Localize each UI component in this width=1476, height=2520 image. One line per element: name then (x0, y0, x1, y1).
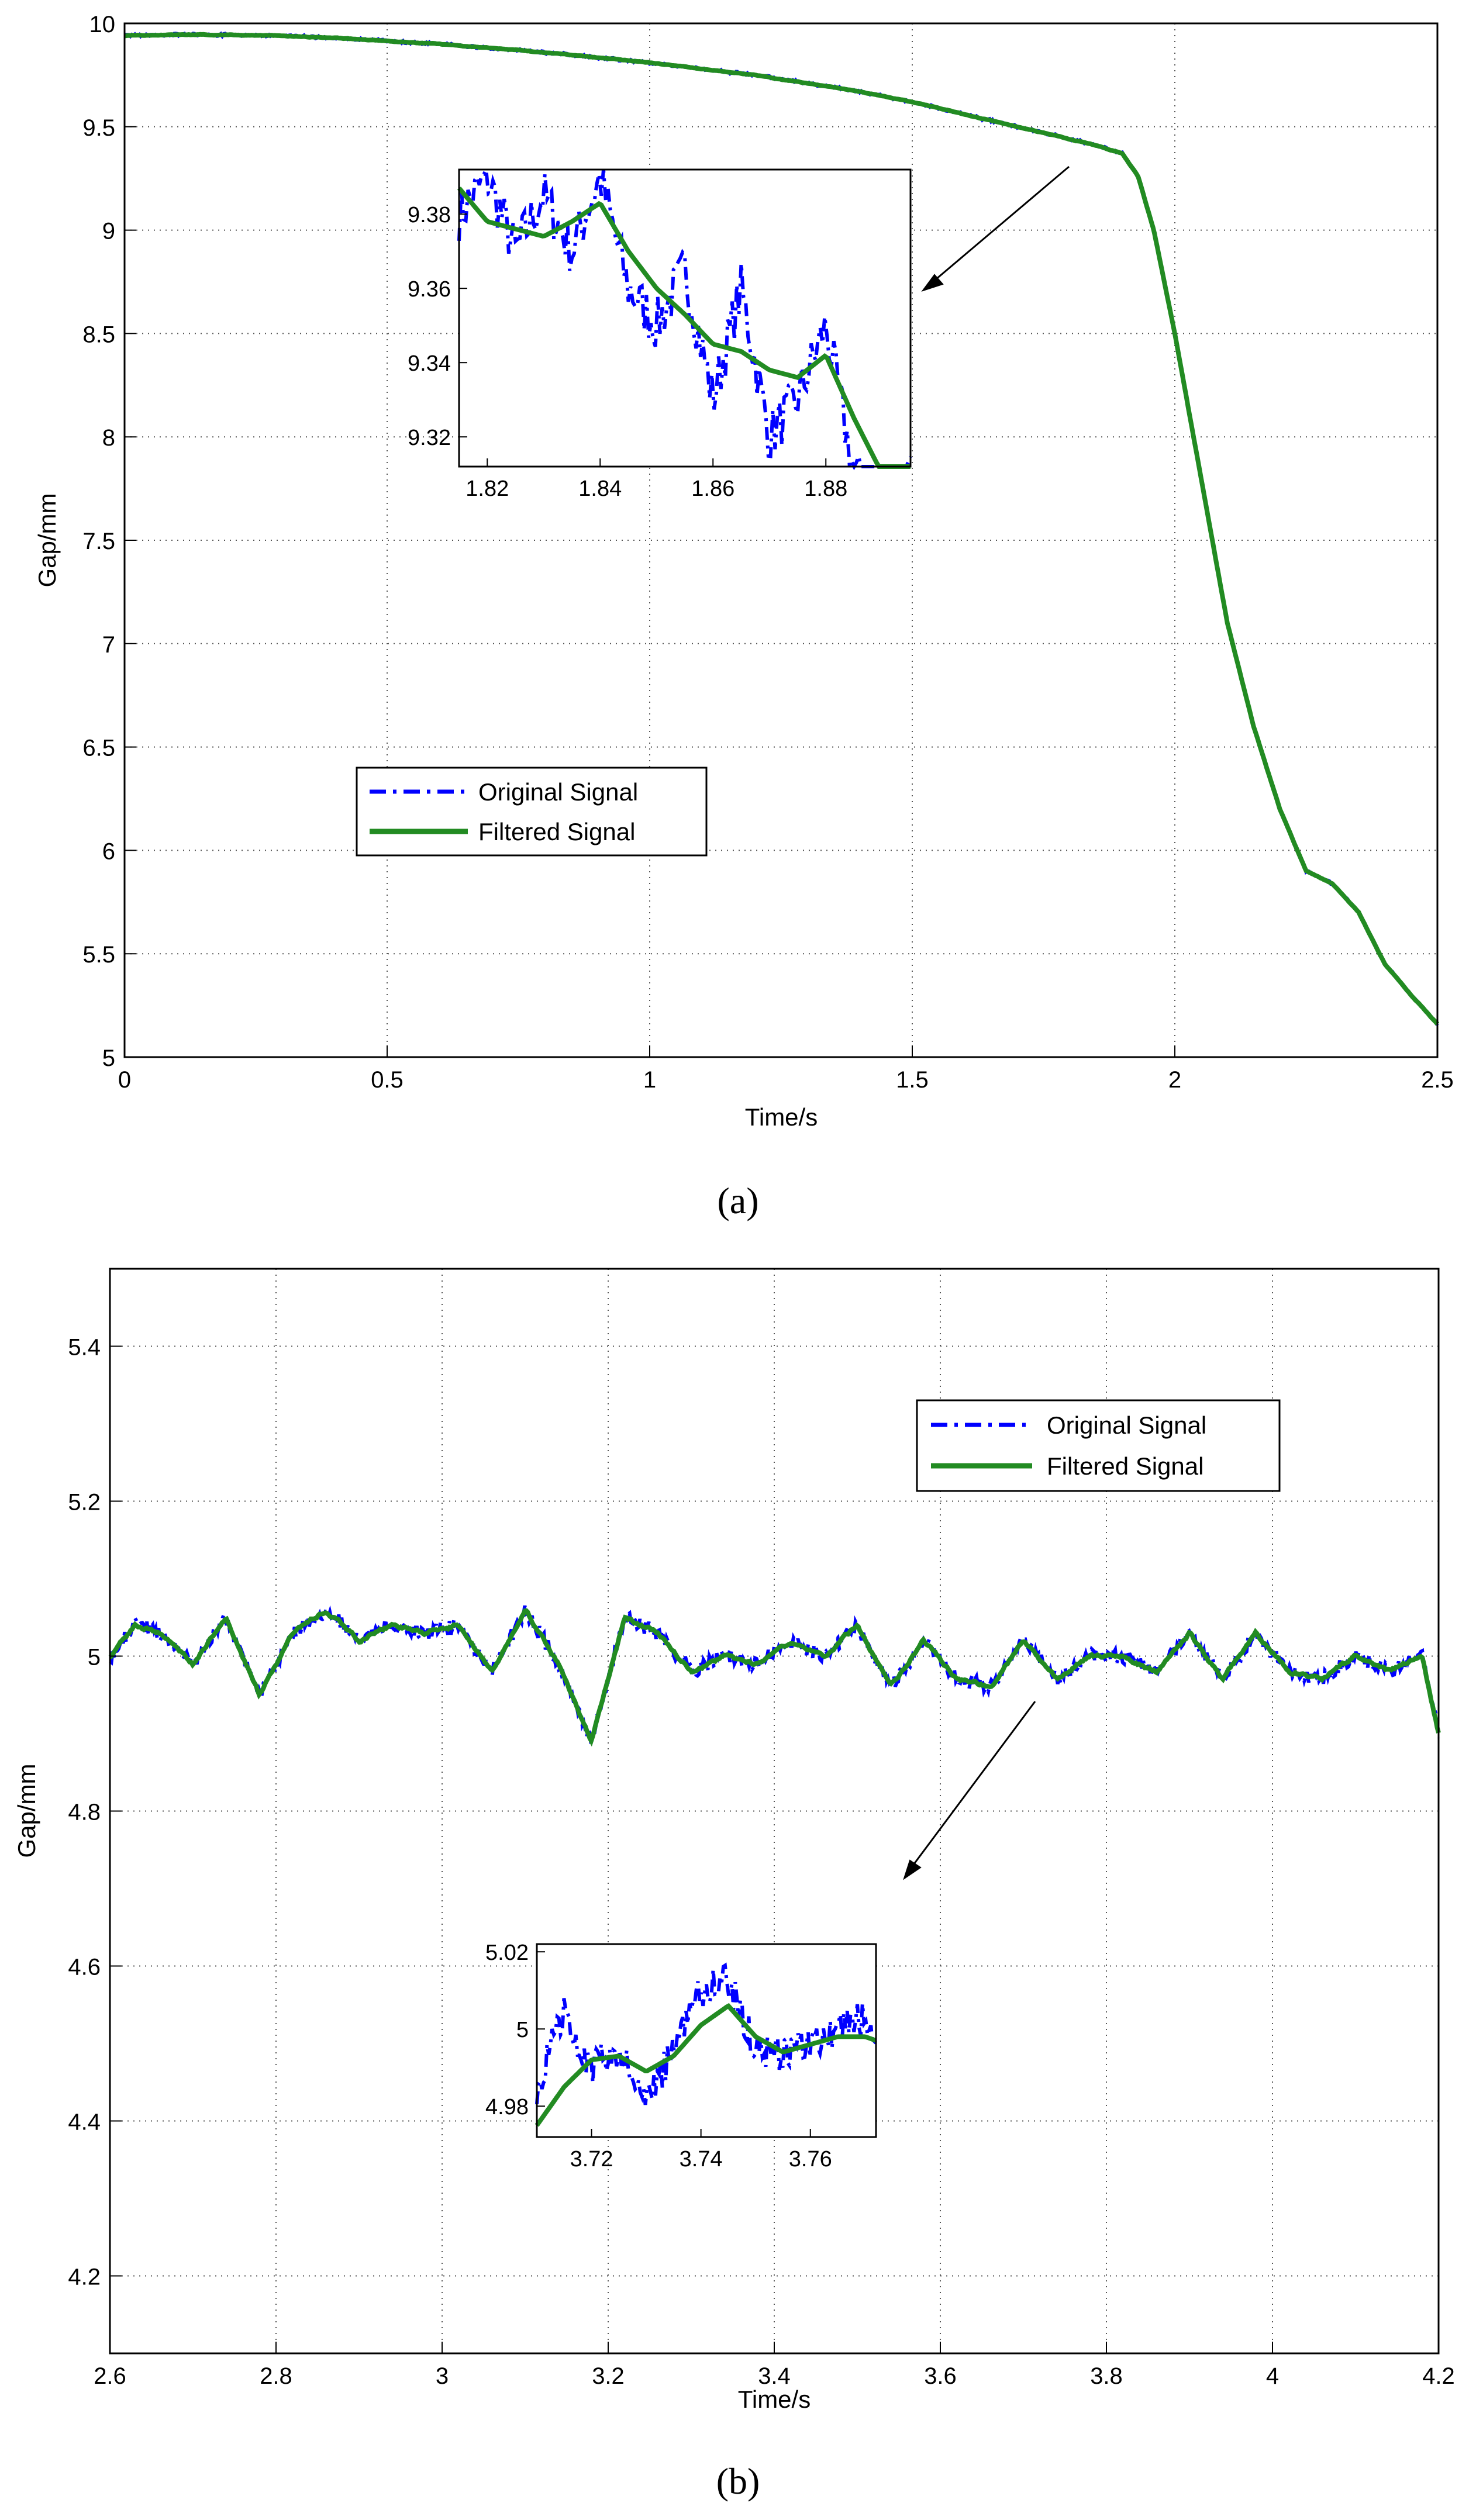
chart-a-ytick-label: 7.5 (82, 529, 115, 554)
chart-b-ytick-label: 5 (88, 1645, 101, 1670)
chart-a-ytick-label: 10 (89, 12, 116, 37)
chart-b-panel-label: (b) (716, 2460, 760, 2502)
chart-a-xtick-label: 0.5 (371, 1067, 404, 1093)
chart-b-inset-xtick-label: 3.76 (789, 2147, 832, 2172)
chart-a-xtick-label: 1.5 (896, 1067, 929, 1093)
chart-a-series (123, 31, 1440, 1026)
chart-a-ytick-label: 6 (102, 838, 115, 864)
chart-b-inset-xtick-label: 3.72 (570, 2147, 613, 2172)
chart-b-ytick-label: 4.6 (68, 1955, 101, 1980)
chart-b-series (108, 1605, 1441, 1747)
chart-a-ticks: 0 0.5 1 1.5 2 2.5 5 5.5 6 6.5 7 7.5 8 8.5 9 9.5 10 (82, 12, 1453, 1093)
chart-b-legend: Original Signal Filtered Signal (916, 1399, 1281, 1492)
chart-b-xtick-label: 3.6 (924, 2363, 957, 2389)
chart-b-inset-ticks: 3.72 3.74 3.76 4.98 5 5.02 (485, 1941, 832, 2172)
chart-b-inset-ytick-label: 5.02 (485, 1941, 529, 1965)
chart-b-legend-box (916, 1399, 1281, 1492)
chart-b-inset: 3.72 3.74 3.76 4.98 5 5.02 (485, 1941, 878, 2172)
chart-a-inset-ytick-label: 9.38 (408, 203, 451, 227)
chart-a-legend-original-label: Original Signal (478, 778, 638, 806)
chart-a-inset-frame (458, 168, 912, 468)
chart-b-xtick-label: 4.2 (1422, 2363, 1455, 2389)
chart-a-inset-series (457, 163, 912, 474)
chart-a-series-filtered (124, 32, 1440, 1026)
chart-b-inset-frame (536, 1943, 877, 2138)
chart-b-ytick-label: 4.8 (68, 1800, 101, 1825)
chart-a-inset-xtick-label: 1.82 (465, 477, 509, 501)
chart-a-ytick-label: 5.5 (82, 942, 115, 968)
chart-b-xtick-label: 3.4 (758, 2363, 791, 2389)
chart-a-legend-box (356, 767, 708, 857)
chart-b-inset-series-original (535, 1962, 878, 2105)
chart-a-inset-xtick-label: 1.84 (578, 477, 622, 501)
chart-b-xlabel: Time/s (738, 2386, 811, 2413)
chart-a-inset-ytick-label: 9.36 (408, 277, 451, 302)
chart-a-xtick-label: 2.5 (1421, 1067, 1454, 1093)
chart-b-ytick-label: 4.4 (68, 2110, 101, 2135)
chart-a-ytick-label: 9.5 (82, 115, 115, 141)
chart-b-xtick-label: 4 (1266, 2363, 1279, 2389)
chart-a-xtick-label: 2 (1168, 1067, 1181, 1093)
chart-a-ylabel: Gap/mm (33, 493, 61, 587)
chart-a-xlabel: Time/s (745, 1103, 818, 1131)
chart-a-legend: Original Signal Filtered Signal (356, 767, 708, 857)
chart-a-ytick-label: 9 (102, 219, 115, 244)
chart-a-ytick-label: 7 (102, 632, 115, 658)
chart-a-inset-ytick-label: 9.32 (408, 426, 451, 450)
chart-a-inset-ytick-label: 9.34 (408, 351, 451, 376)
chart-a-ytick-label: 6.5 (82, 736, 115, 761)
chart-b-ytick-label: 5.2 (68, 1490, 101, 1516)
chart-b-xtick-label: 2.6 (94, 2363, 126, 2389)
chart-a-ytick-label: 8 (102, 425, 115, 451)
chart-a-inset-series-filtered (457, 187, 911, 469)
chart-b-inset-series-filtered (534, 2003, 877, 2127)
chart-b-annotation-arrow (903, 1701, 1036, 1880)
chart-b-legend-original-label: Original Signal (1047, 1411, 1206, 1439)
chart-b-inset-xtick-label: 3.74 (680, 2147, 723, 2172)
chart-a-panel-label: (a) (717, 1180, 758, 1221)
chart-a-xtick-label: 0 (118, 1067, 131, 1093)
chart-b-ylabel: Gap/mm (13, 1763, 40, 1858)
chart-b-xtick-label: 3.8 (1090, 2363, 1123, 2389)
chart-a: 0 0.5 1 1.5 2 2.5 5 5.5 6 6.5 7 7.5 8 8.5 9 9.5 10 Time/… (33, 12, 1454, 1221)
chart-a-xtick-label: 1 (643, 1067, 656, 1093)
chart-a-inset-xtick-label: 1.86 (691, 477, 734, 501)
chart-b-inset-series (534, 1962, 878, 2127)
chart-b: 2.6 2.8 3 3.2 3.4 3.6 3.8 4 4.2 4.2 4.4 4.6 4.8 5 5.2 5… (13, 1268, 1455, 2502)
chart-b-xtick-label: 3 (436, 2363, 449, 2389)
chart-a-inset-xtick-label: 1.88 (804, 477, 847, 501)
chart-b-ticks: 2.6 2.8 3 3.2 3.4 3.6 3.8 4 4.2 4.2 4.4 4.6 4.8 5 5.2 5… (68, 1335, 1454, 2390)
chart-a-ytick-label: 8.5 (82, 322, 115, 347)
chart-a-inset: 1.82 1.84 1.86 1.88 9.32 9.34 9.36 9.38 (408, 163, 912, 501)
chart-a-ytick-label: 5 (102, 1045, 115, 1071)
chart-b-xtick-label: 3.2 (592, 2363, 625, 2389)
chart-b-ytick-label: 4.2 (68, 2264, 101, 2290)
chart-a-inset-ticks: 1.82 1.84 1.86 1.88 9.32 9.34 9.36 9.38 (408, 203, 847, 501)
chart-b-inset-ytick-label: 5 (516, 2018, 529, 2042)
chart-a-inset-series-original (457, 163, 912, 474)
chart-b-ytick-label: 5.4 (68, 1335, 101, 1361)
chart-a-legend-filtered-label: Filtered Signal (478, 818, 635, 845)
chart-a-grid (125, 23, 1437, 1057)
chart-a-annotation-arrow (921, 165, 1070, 292)
chart-b-series-filtered (108, 1608, 1441, 1747)
chart-b-inset-ytick-label: 4.98 (485, 2095, 529, 2119)
chart-b-legend-filtered-label: Filtered Signal (1047, 1452, 1203, 1480)
chart-b-xtick-label: 2.8 (260, 2363, 292, 2389)
